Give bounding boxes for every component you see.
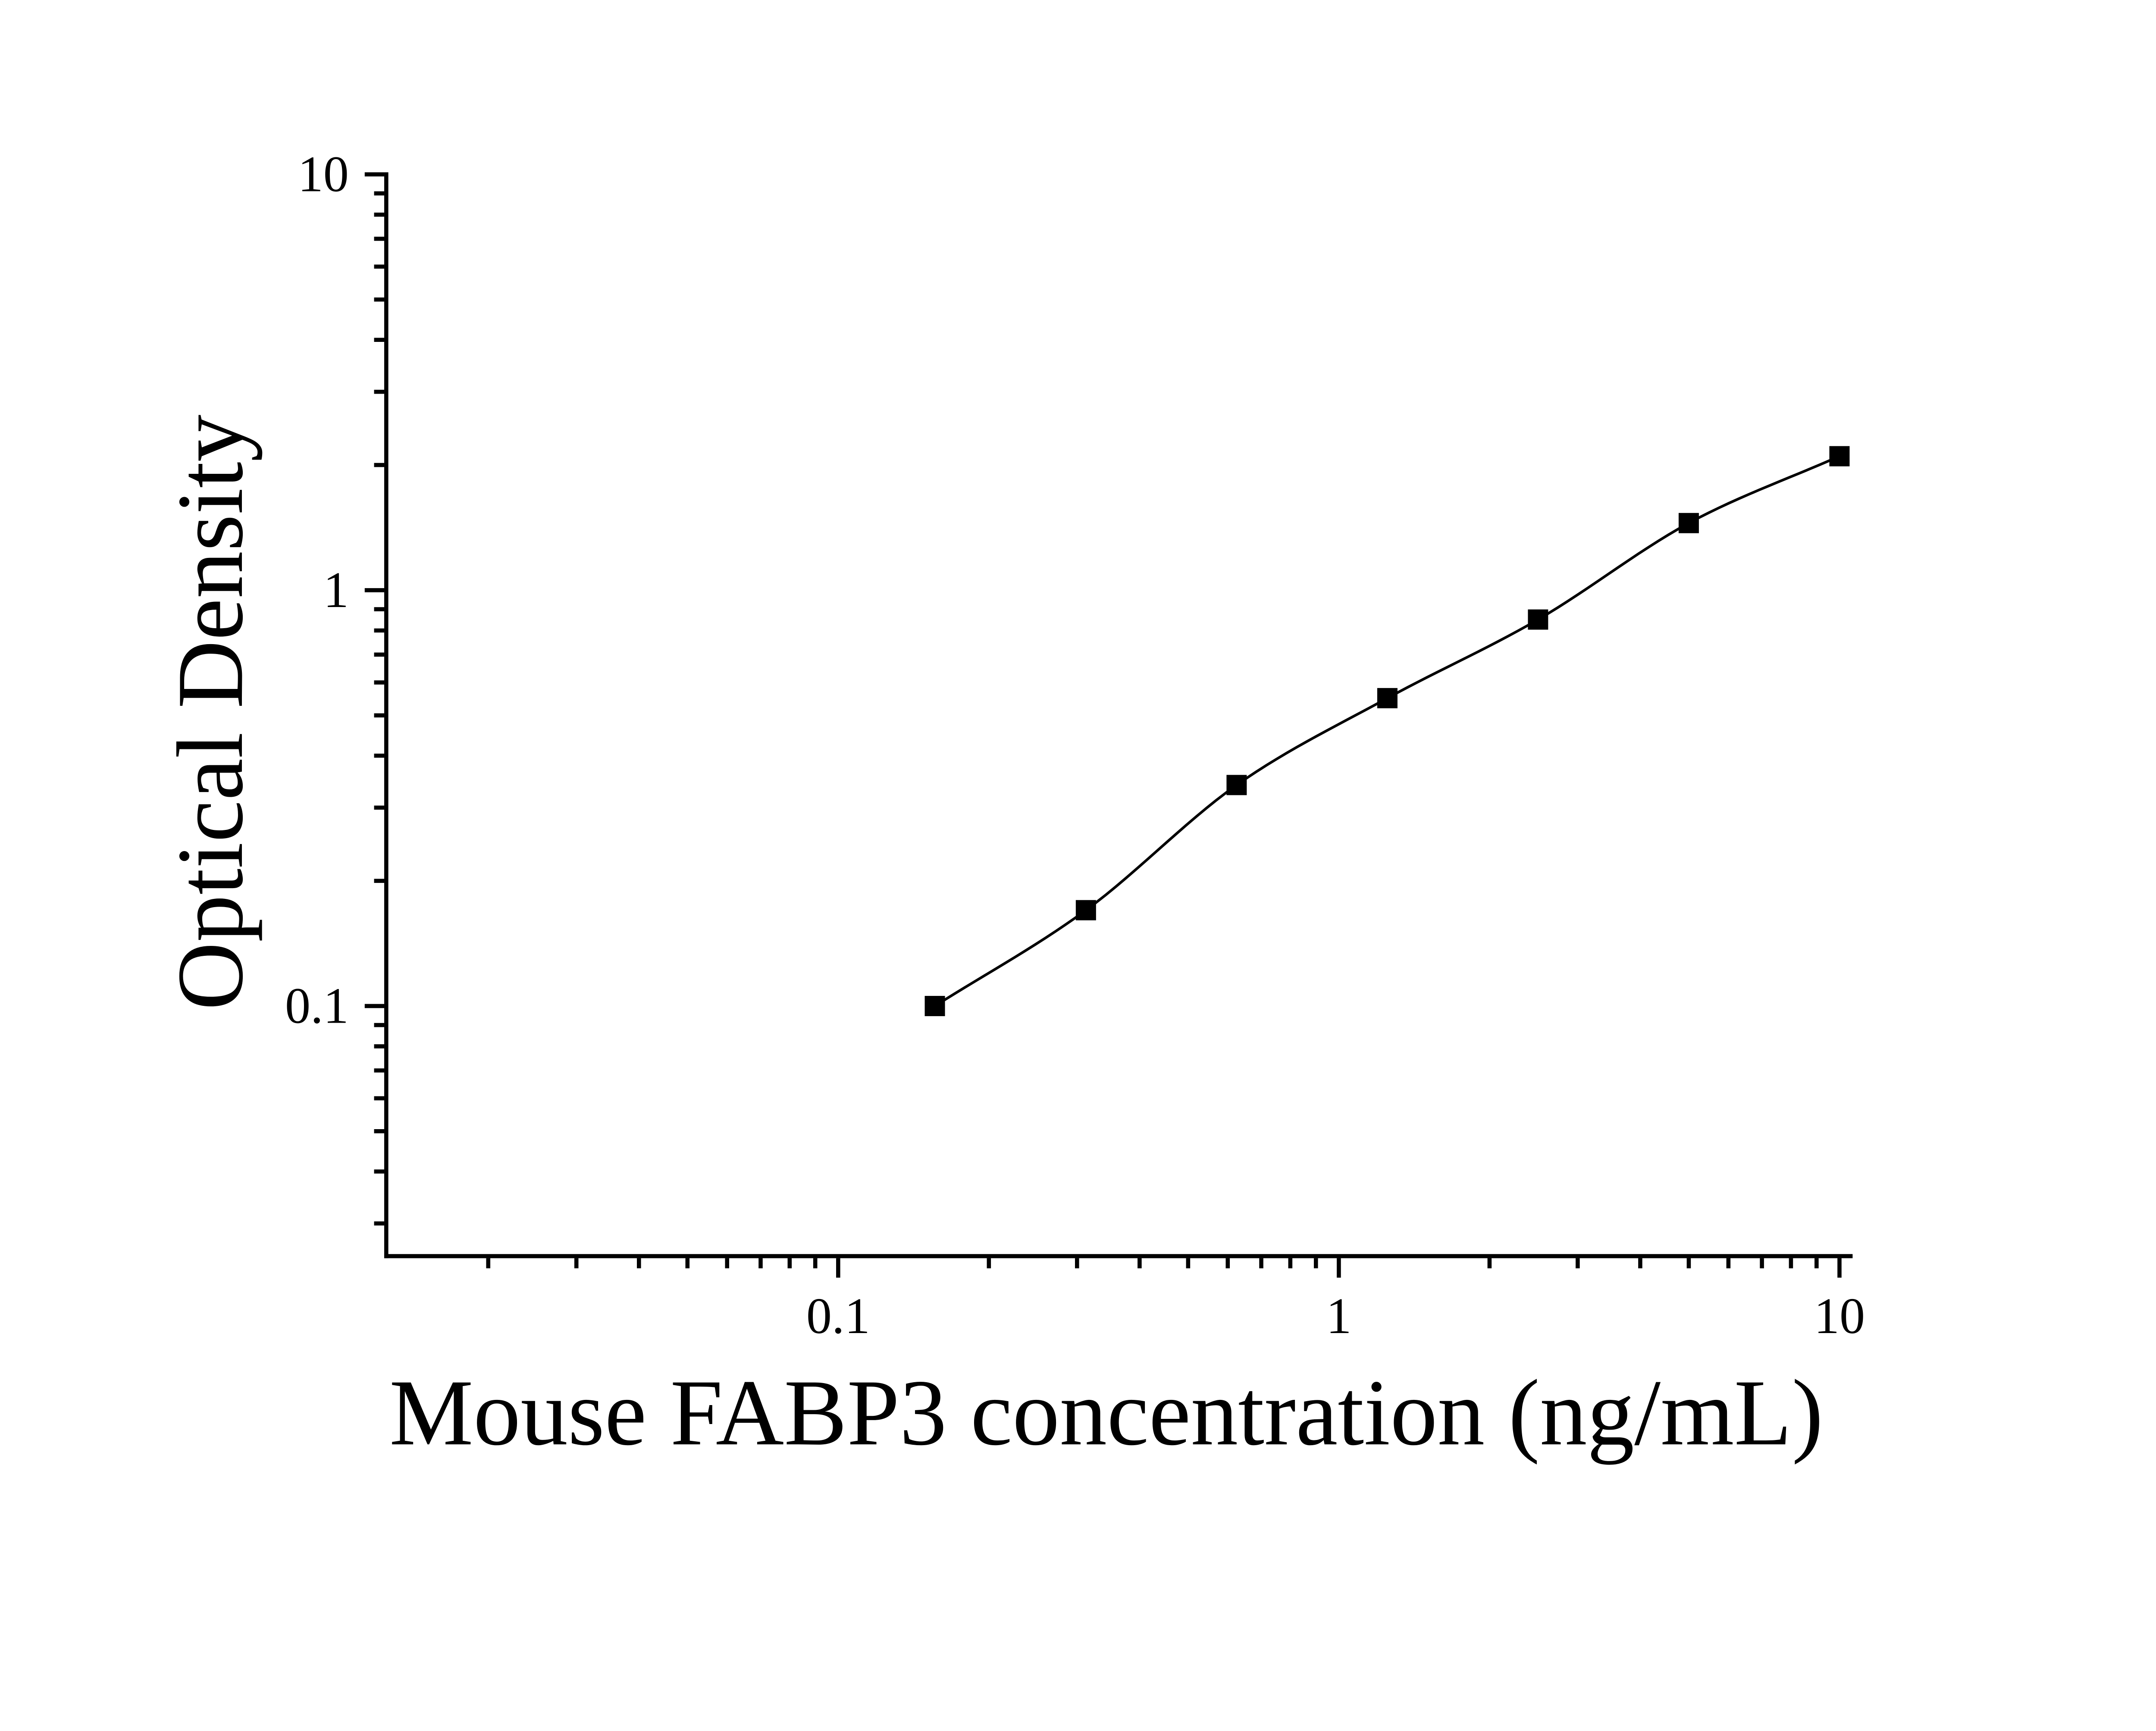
x-axis-tick-labels: 0.1 1 10: [806, 1288, 1865, 1344]
data-point-marker: [1075, 900, 1096, 920]
y-axis-tick-labels: 10 1 0.1: [285, 146, 349, 1034]
elisa-standard-curve-figure: 0.1 1 10 10 1 0.1 Mouse FABP3 concentration …: [0, 0, 2156, 1506]
y-tick-label: 10: [298, 146, 349, 203]
y-axis-title: Optical Density: [158, 415, 263, 1011]
x-tick-label: 10: [1814, 1288, 1865, 1344]
y-tick-label: 1: [323, 562, 349, 618]
x-axis-title: Mouse FABP3 concentration (ng/mL): [389, 1361, 1823, 1465]
data-point-marker: [1829, 446, 1850, 466]
x-tick-label: 0.1: [806, 1288, 870, 1344]
y-tick-label: 0.1: [285, 978, 349, 1034]
chart-background: [0, 0, 2156, 1506]
data-point-markers: [924, 446, 1850, 1016]
data-point-marker: [1377, 688, 1398, 708]
x-tick-label: 1: [1326, 1288, 1351, 1344]
standard-curve-chart: 0.1 1 10 10 1 0.1 Mouse FABP3 concentration …: [0, 0, 2156, 1506]
y-axis-ticks: [364, 172, 385, 1226]
data-point-marker: [1678, 513, 1699, 533]
data-point-marker: [1226, 775, 1247, 795]
data-point-marker: [1528, 609, 1548, 630]
data-point-marker: [924, 995, 945, 1016]
x-axis-ticks: [486, 1258, 1842, 1278]
